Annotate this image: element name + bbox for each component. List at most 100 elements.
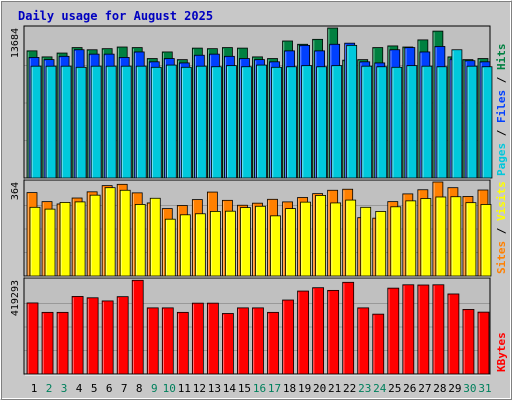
x-tick-label-19: 19 — [298, 382, 311, 395]
kbytes-panel-bar-kbytes-4 — [71, 296, 84, 375]
visits-panel-bar-sites-21 — [330, 202, 342, 277]
visits-panel-bar-sites-28 — [435, 196, 447, 277]
kbytes-panel-bar-kbytes-27 — [417, 284, 430, 375]
visits-panel-bar-sites-12 — [194, 213, 206, 277]
visits-panel-bar-sites-7 — [119, 189, 131, 277]
hits-panel-bar-pages-14 — [226, 65, 237, 179]
hits-panel-legend: Pages / Files / Hits — [495, 44, 508, 177]
visits-panel-bar-sites-6 — [104, 187, 116, 277]
x-tick-label-26: 26 — [403, 382, 416, 395]
x-tick-label-4: 4 — [76, 382, 83, 395]
kbytes-panel-bar-kbytes-5 — [86, 297, 99, 375]
hits-panel-bar-pages-20 — [316, 66, 328, 179]
kbytes-panel-bar-kbytes-15 — [237, 307, 249, 375]
visits-panel-bar-sites-19 — [300, 201, 311, 277]
hits-panel-bar-pages-10 — [165, 64, 177, 179]
visits-panel-legend-part-0: Sites — [495, 241, 508, 274]
x-tick-label-28: 28 — [433, 382, 446, 395]
x-tick-label-22: 22 — [343, 382, 356, 395]
hits-panel-legend-part-3: / — [495, 70, 508, 90]
hits-panel-bar-pages-19 — [301, 65, 312, 179]
hits-panel-bar-pages-26 — [406, 65, 418, 179]
kbytes-panel-bar-kbytes-14 — [222, 313, 234, 375]
visits-panel-bar-sites-16 — [255, 205, 266, 277]
kbytes-panel-bar-kbytes-23 — [357, 307, 370, 375]
visits-panel-bar-sites-18 — [285, 208, 296, 277]
visits-panel-bar-sites-17 — [270, 215, 281, 277]
kbytes-panel-max-label: 419293 — [10, 280, 21, 316]
panels-layer: 13684 Pages / Files / Hits 364 Sites / Visi… — [10, 25, 508, 376]
kbytes-panel-bar-kbytes-28 — [432, 284, 445, 375]
x-tick-label-25: 25 — [388, 382, 401, 395]
hits-panel-max-label: 13684 — [10, 28, 21, 58]
kbytes-panel-bar-kbytes-2 — [41, 311, 54, 375]
kbytes-panel-bar-kbytes-20 — [312, 287, 325, 375]
kbytes-panel-bar-kbytes-10 — [161, 307, 174, 375]
visits-panel-series-sites — [29, 187, 492, 277]
visits-panel-bar-sites-15 — [240, 207, 251, 277]
visits-panel: 364 Sites / Visits — [10, 179, 508, 278]
x-tick-label-20: 20 — [313, 382, 326, 395]
hits-panel-bar-pages-17 — [271, 66, 282, 179]
hits-panel-legend-part-2: Files — [495, 90, 508, 123]
visits-panel-legend-part-2: Visits — [495, 181, 508, 221]
visits-panel-bar-sites-26 — [405, 200, 417, 277]
kbytes-panel-series-kbytes — [26, 279, 490, 375]
visits-panel-bar-sites-29 — [450, 196, 462, 277]
hits-panel-bar-pages-2 — [45, 65, 57, 179]
x-tick-label-16: 16 — [253, 382, 266, 395]
kbytes-panel-bar-kbytes-11 — [176, 311, 189, 375]
x-tick-label-11: 11 — [178, 382, 191, 395]
visits-panel-legend: Sites / Visits — [495, 181, 508, 274]
visits-panel-legend-part-1: / — [495, 221, 508, 241]
hits-panel-series-pages — [30, 44, 493, 179]
hits-panel-bar-pages-28 — [436, 66, 448, 179]
x-tick-label-12: 12 — [193, 382, 206, 395]
x-tick-label-31: 31 — [478, 382, 491, 395]
x-tick-label-7: 7 — [121, 382, 128, 395]
x-tick-label-3: 3 — [61, 382, 68, 395]
x-tick-label-6: 6 — [106, 382, 113, 395]
visits-panel-bar-sites-30 — [465, 202, 477, 277]
visits-panel-bar-sites-31 — [480, 204, 492, 277]
hits-panel-bar-pages-7 — [120, 65, 132, 179]
kbytes-panel-bar-kbytes-13 — [206, 302, 219, 375]
hits-panel-bar-pages-27 — [421, 65, 433, 179]
hits-panel-bar-pages-13 — [210, 66, 222, 179]
kbytes-panel-bar-kbytes-9 — [146, 307, 159, 375]
visits-panel-bar-sites-9 — [149, 197, 161, 277]
hits-panel-bar-pages-5 — [90, 65, 102, 179]
x-tick-label-23: 23 — [358, 382, 371, 395]
x-axis-labels: 1 2 3 4 5 6 7 8 9 10 11 12 13 14 15 16 17 18 19 20 21 22 23 24 2… — [31, 382, 492, 395]
kbytes-panel-bar-kbytes-3 — [56, 311, 69, 375]
hits-panel-bar-pages-31 — [481, 66, 493, 179]
kbytes-panel-legend: KBytes — [495, 332, 508, 372]
kbytes-panel-bar-kbytes-26 — [402, 284, 415, 375]
visits-panel-bar-sites-13 — [209, 211, 221, 277]
kbytes-panel: 419293 KBytes — [10, 277, 508, 376]
hits-panel-bar-pages-25 — [391, 66, 403, 179]
x-tick-label-13: 13 — [208, 382, 221, 395]
hits-panel-bar-pages-22 — [346, 44, 358, 179]
visits-panel-bar-sites-10 — [164, 218, 176, 277]
kbytes-panel-bar-kbytes-24 — [372, 313, 385, 375]
hits-panel-bar-pages-12 — [195, 65, 207, 179]
kbytes-panel-bar-kbytes-16 — [252, 307, 264, 375]
kbytes-panel-bar-kbytes-22 — [342, 281, 355, 375]
visits-panel-bar-sites-20 — [315, 195, 327, 277]
visits-panel-bar-sites-14 — [225, 210, 236, 277]
visits-panel-bar-sites-8 — [134, 204, 146, 277]
hits-panel-bar-pages-24 — [376, 66, 388, 179]
hits-panel-bar-pages-30 — [466, 65, 478, 179]
kbytes-panel-bar-kbytes-6 — [101, 300, 114, 375]
hits-panel-bar-pages-15 — [241, 66, 252, 179]
visits-panel-bar-sites-1 — [29, 206, 41, 277]
hits-panel-bar-pages-16 — [256, 64, 267, 179]
x-tick-label-17: 17 — [268, 382, 281, 395]
x-tick-label-15: 15 — [238, 382, 251, 395]
hits-panel-bar-pages-8 — [135, 65, 147, 179]
hits-panel-legend-part-4: Hits — [495, 44, 508, 71]
x-tick-label-5: 5 — [91, 382, 98, 395]
